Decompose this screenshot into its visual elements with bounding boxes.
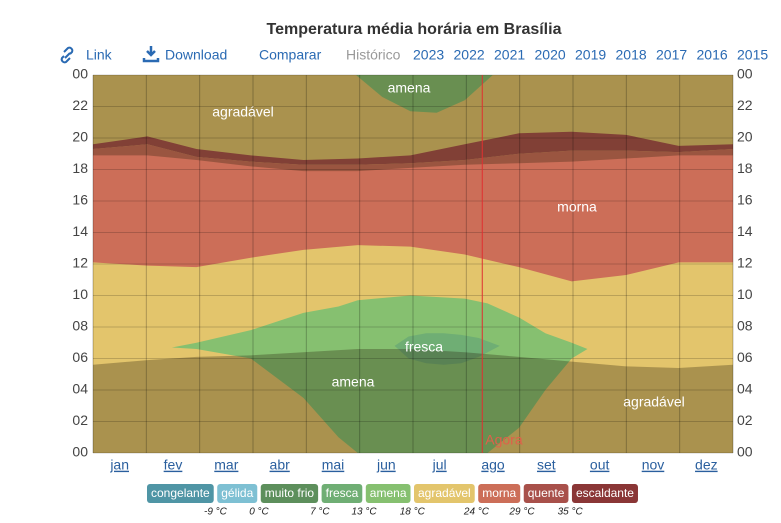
night-shade-evening: [93, 75, 733, 172]
night-shade-morning: [93, 349, 733, 453]
y-tick-label: 20: [72, 129, 88, 145]
y-tick-label: 14: [72, 223, 88, 239]
y-tick-label-right: 08: [737, 318, 753, 334]
y-tick-label-right: 16: [737, 192, 753, 208]
legend-swatch: [260, 484, 319, 503]
x-tick-label[interactable]: jul: [432, 457, 447, 473]
x-tick-label[interactable]: mai: [322, 457, 345, 473]
legend-threshold: 35 °C: [558, 507, 584, 518]
nav-download[interactable]: Download: [165, 47, 227, 63]
y-tick-label-right: 00: [737, 444, 753, 460]
legend-threshold: 24 °C: [463, 507, 490, 518]
x-tick-label[interactable]: fev: [164, 457, 183, 473]
legend-threshold: 18 °C: [400, 507, 426, 518]
y-tick-label: 02: [72, 412, 88, 428]
y-tick-label: 12: [72, 255, 88, 271]
legend-label: morna: [482, 486, 516, 500]
legend-swatch: [365, 484, 411, 503]
legend-label: muito frio: [265, 486, 315, 500]
nav-year[interactable]: 2022: [454, 47, 485, 63]
region-label: morna: [557, 199, 597, 215]
legend-threshold: 7 °C: [310, 507, 330, 518]
y-tick-label-right: 02: [737, 412, 753, 428]
nav-year[interactable]: 2017: [656, 47, 687, 63]
temperature-band: [171, 295, 588, 453]
nav-year[interactable]: 2020: [535, 47, 566, 63]
temperature-band: [394, 333, 500, 365]
nav-year[interactable]: 2023: [413, 47, 444, 63]
legend-label: amena: [370, 486, 407, 500]
legend-threshold: 29 °C: [508, 507, 535, 518]
download-icon: [142, 46, 160, 63]
legend-swatch: [478, 484, 521, 503]
nav-history: Histórico: [346, 47, 401, 63]
legend-threshold: 13 °C: [351, 507, 377, 518]
legend-swatch: [217, 484, 258, 503]
region-label: amena: [388, 80, 431, 96]
y-tick-label: 00: [72, 444, 88, 460]
temperature-band: [93, 144, 733, 282]
region-label: amena: [332, 374, 375, 390]
link-icon: [60, 46, 74, 64]
y-tick-label-right: 12: [737, 255, 753, 271]
x-tick-label[interactable]: dez: [695, 457, 718, 473]
y-tick-label-right: 22: [737, 97, 753, 113]
x-tick-label[interactable]: set: [537, 457, 556, 473]
temperature-band: [93, 131, 733, 165]
nav-compare[interactable]: Comparar: [259, 47, 322, 63]
legend: congelante gélida muito frio fresca amena agr…: [147, 484, 638, 518]
legend-swatch: [523, 484, 569, 503]
y-tick-label: 16: [72, 192, 88, 208]
legend-swatch: [321, 484, 363, 503]
x-tick-label[interactable]: out: [590, 457, 610, 473]
y-tick-label-right: 06: [737, 349, 753, 365]
nav-year[interactable]: 2019: [575, 47, 606, 63]
y-tick-label: 04: [72, 381, 88, 397]
y-tick-label-right: 10: [737, 286, 753, 302]
y-tick-label-right: 18: [737, 160, 753, 176]
region-label: agradável: [212, 104, 274, 120]
legend-label: agradável: [418, 486, 471, 500]
nav-year[interactable]: 2015: [737, 47, 768, 63]
y-tick-label: 10: [72, 286, 88, 302]
legend-label: congelante: [151, 486, 210, 500]
x-tick-label[interactable]: abr: [270, 457, 291, 473]
chart-title: Temperatura média horária em Brasília: [267, 21, 562, 38]
x-tick-label[interactable]: nov: [642, 457, 665, 473]
legend-label: gélida: [221, 486, 253, 500]
legend-label: quente: [528, 486, 565, 500]
plot-area: [92, 74, 734, 454]
y-tick-label: 22: [72, 97, 88, 113]
legend-swatch: [571, 484, 638, 503]
y-tick-label-right: 14: [737, 223, 753, 239]
region-label: agradável: [623, 394, 685, 410]
region-label: fresca: [405, 339, 443, 355]
temperature-band: [356, 75, 493, 113]
x-tick-label[interactable]: jun: [376, 457, 396, 473]
x-tick-label[interactable]: ago: [481, 457, 505, 473]
legend-label: fresca: [326, 486, 359, 500]
nav-year[interactable]: 2016: [697, 47, 728, 63]
y-tick-label: 00: [72, 66, 88, 82]
legend-swatch: [414, 484, 475, 503]
legend-threshold: 0 °C: [249, 507, 269, 518]
nav-link[interactable]: Link: [86, 47, 113, 63]
y-tick-label: 18: [72, 160, 88, 176]
y-tick-label: 06: [72, 349, 88, 365]
y-tick-label-right: 00: [737, 66, 753, 82]
x-tick-label[interactable]: mar: [214, 457, 238, 473]
y-tick-label-right: 04: [737, 381, 753, 397]
legend-label: escaldante: [576, 486, 634, 500]
y-tick-label-right: 20: [737, 129, 753, 145]
now-label: Agora: [485, 432, 523, 448]
legend-swatch: [147, 484, 214, 503]
nav-bar: Link Download Comparar Histórico 2023 2022 202…: [60, 46, 768, 64]
y-tick-label: 08: [72, 318, 88, 334]
nav-year[interactable]: 2018: [616, 47, 647, 63]
nav-year[interactable]: 2021: [494, 47, 525, 63]
x-tick-label[interactable]: jan: [109, 457, 129, 473]
legend-threshold: -9 °C: [204, 507, 228, 518]
